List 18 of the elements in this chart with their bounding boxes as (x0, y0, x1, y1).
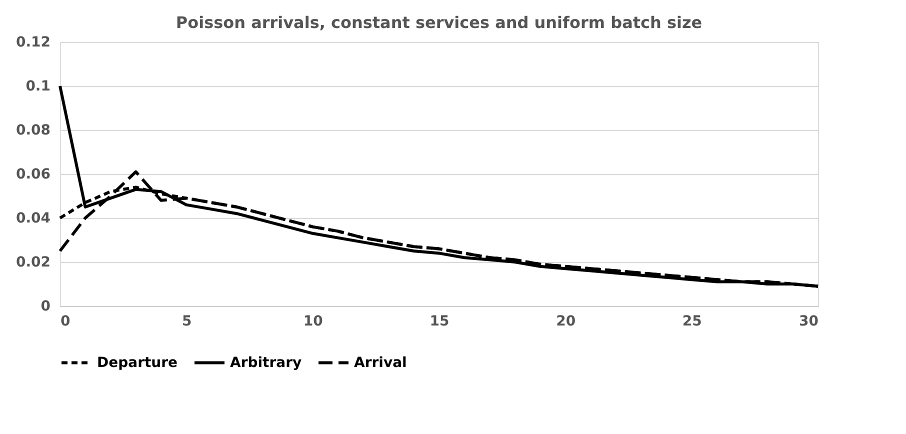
x-tick-label: 20 (556, 314, 576, 330)
x-tick-label: 15 (430, 314, 450, 330)
y-tick-label: 0.12 (16, 34, 50, 50)
y-tick-label: 0 (40, 298, 51, 314)
legend-label: Departure (97, 354, 178, 371)
y-tick-label: 0.08 (16, 122, 50, 138)
y-tick-label: 0.04 (16, 210, 51, 226)
x-tick-label: 0 (60, 314, 70, 330)
x-tick-label: 10 (303, 314, 324, 330)
y-tick-label: 0.02 (16, 254, 50, 270)
chart-title: Poisson arrivals, constant services and uniform batch size (176, 13, 702, 32)
x-tick-label: 5 (182, 314, 192, 330)
y-tick-label: 0.06 (16, 166, 50, 182)
legend-label: Arrival (354, 354, 407, 371)
x-tick-label: 25 (682, 314, 702, 330)
x-tick-label: 30 (799, 314, 819, 330)
y-tick-label: 0.1 (26, 78, 50, 94)
legend-label: Arbitrary (230, 354, 302, 371)
